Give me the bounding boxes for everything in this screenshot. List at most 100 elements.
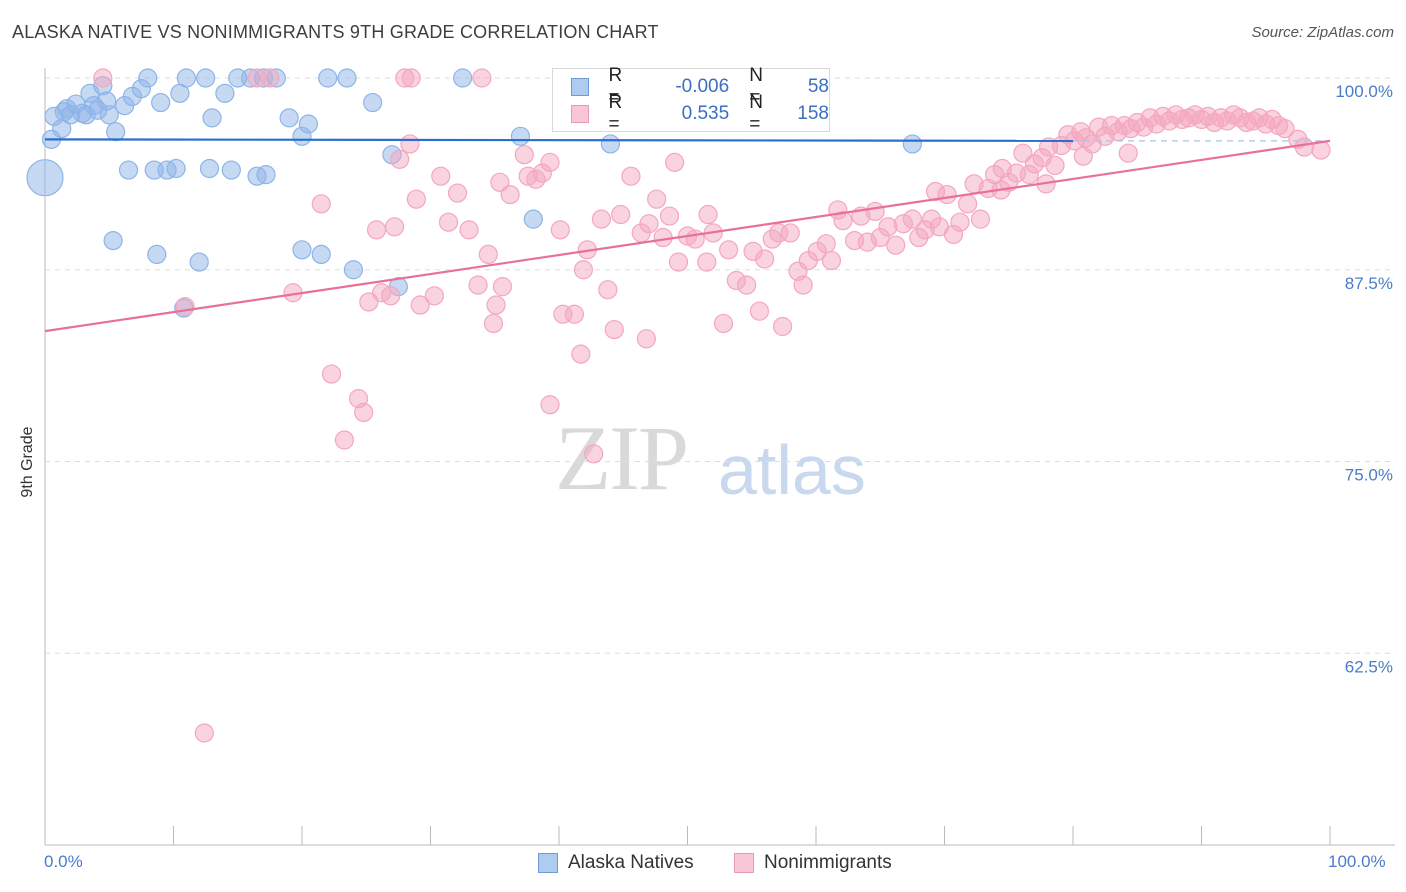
- point-nonimmigrants: [698, 204, 718, 225]
- y-tick-label-3: 100.0%: [1335, 82, 1393, 101]
- point-nonimmigrants: [573, 260, 594, 280]
- point-nonimmigrants: [584, 444, 604, 464]
- point-nonimmigrants: [754, 249, 775, 269]
- point-nonimmigrants: [438, 212, 459, 232]
- n-label: N =: [749, 92, 763, 135]
- point-alaska: [26, 159, 64, 197]
- point-nonimmigrants: [490, 172, 510, 192]
- watermark-atlas: atlas: [718, 431, 866, 509]
- point-nonimmigrants: [406, 189, 426, 209]
- point-alaska: [106, 122, 126, 142]
- point-nonimmigrants: [175, 296, 195, 317]
- point-alaska: [902, 134, 922, 154]
- point-nonimmigrants: [540, 395, 560, 415]
- point-nonimmigrants: [668, 252, 689, 272]
- point-nonimmigrants: [400, 134, 420, 154]
- point-alaska: [199, 158, 220, 179]
- point-nonimmigrants: [598, 280, 618, 300]
- point-alaska: [196, 68, 216, 88]
- point-alaska: [166, 158, 186, 179]
- point-nonimmigrants: [384, 217, 405, 237]
- stats-legend: R = -0.006 N = 58 R = 0.535 N = 158: [552, 65, 830, 135]
- point-alaska: [363, 92, 383, 113]
- point-nonimmigrants: [1275, 119, 1295, 139]
- point-nonimmigrants: [478, 244, 498, 265]
- nonimmigrants-legend-swatch: [734, 853, 754, 873]
- r-label: R =: [608, 65, 623, 108]
- point-nonimmigrants: [1073, 146, 1093, 166]
- chart-title: ALASKA NATIVE VS NONIMMIGRANTS 9TH GRADE…: [12, 22, 659, 42]
- point-nonimmigrants: [447, 183, 468, 203]
- point-nonimmigrants: [604, 319, 624, 340]
- trend-line-alaska: [44, 138, 1074, 142]
- point-nonimmigrants: [486, 295, 506, 315]
- y-tick-label-1: 75.0%: [1345, 466, 1393, 485]
- point-nonimmigrants: [665, 152, 685, 172]
- point-nonimmigrants: [659, 206, 680, 226]
- point-nonimmigrants: [1045, 155, 1065, 176]
- point-nonimmigrants: [321, 364, 342, 384]
- point-nonimmigrants: [772, 316, 793, 337]
- point-alaska: [221, 160, 241, 180]
- point-nonimmigrants: [821, 250, 842, 271]
- point-nonimmigrants: [401, 68, 421, 88]
- watermark-zip: ZIP: [555, 407, 689, 509]
- bottom-legend-nonimmigrants: Nonimmigrants: [734, 852, 892, 874]
- alaska-legend-swatch: [538, 853, 558, 873]
- point-alaska: [318, 68, 338, 88]
- point-nonimmigrants: [492, 277, 513, 297]
- point-nonimmigrants: [93, 68, 113, 88]
- chart-source: Source: ZipAtlas.com: [1251, 24, 1394, 41]
- point-alaska: [151, 92, 171, 113]
- point-alaska: [118, 160, 139, 180]
- nonimmigrants-r-value: 0.535: [681, 103, 730, 124]
- point-nonimmigrants: [514, 145, 534, 165]
- nonimmigrants-swatch: [571, 105, 589, 123]
- point-nonimmigrants: [685, 229, 705, 249]
- point-nonimmigrants: [833, 211, 853, 231]
- point-nonimmigrants: [970, 209, 991, 229]
- point-alaska: [343, 260, 363, 280]
- point-alaska: [600, 134, 621, 154]
- point-nonimmigrants: [472, 68, 492, 88]
- point-alaska: [202, 108, 222, 128]
- point-nonimmigrants: [424, 286, 444, 306]
- point-nonimmigrants: [611, 204, 631, 225]
- point-nonimmigrants: [334, 430, 355, 450]
- point-nonimmigrants: [719, 240, 739, 260]
- point-nonimmigrants: [431, 166, 451, 186]
- point-nonimmigrants: [647, 189, 667, 209]
- point-alaska: [298, 114, 319, 134]
- alaska-legend-label: Alaska Natives: [568, 852, 694, 873]
- point-nonimmigrants: [793, 275, 813, 295]
- point-alaska: [138, 68, 158, 88]
- point-nonimmigrants: [749, 301, 770, 321]
- r-label: R =: [608, 92, 623, 135]
- x-tick-label-right: 100.0%: [1328, 852, 1386, 871]
- point-alaska: [147, 244, 167, 265]
- point-nonimmigrants: [925, 181, 946, 202]
- point-nonimmigrants: [366, 220, 387, 240]
- point-nonimmigrants: [713, 313, 734, 334]
- point-alaska: [337, 68, 357, 88]
- point-nonimmigrants: [653, 227, 673, 248]
- n-label: N =: [749, 65, 763, 108]
- point-nonimmigrants: [958, 194, 978, 214]
- point-alaska: [103, 231, 123, 251]
- x-tick-label-left: 0.0%: [44, 852, 83, 871]
- point-nonimmigrants: [564, 304, 585, 324]
- point-alaska: [311, 244, 331, 265]
- point-alaska: [215, 83, 235, 103]
- point-nonimmigrants: [1118, 143, 1138, 163]
- point-nonimmigrants: [639, 214, 659, 234]
- point-alaska: [523, 209, 543, 229]
- alaska-n-value: 58: [807, 76, 829, 97]
- point-nonimmigrants: [886, 235, 906, 255]
- point-nonimmigrants: [571, 344, 591, 364]
- point-nonimmigrants: [636, 329, 656, 349]
- alaska-swatch: [571, 78, 589, 96]
- point-nonimmigrants: [950, 212, 970, 232]
- point-nonimmigrants: [1311, 140, 1331, 160]
- point-nonimmigrants: [902, 209, 922, 229]
